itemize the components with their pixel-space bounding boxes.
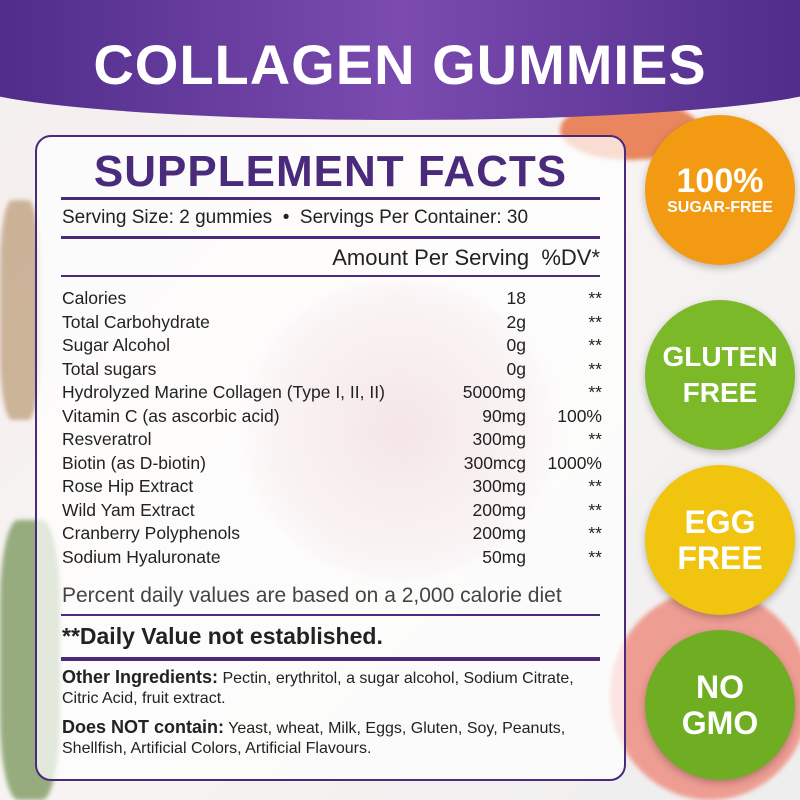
facts-row: Rose Hip Extract 300mg ** <box>62 475 602 499</box>
serving-info: Serving Size: 2 gummies • Servings Per C… <box>62 207 529 228</box>
nutrient-amount: 18 <box>506 288 526 308</box>
badge-line1: NO <box>696 669 744 705</box>
facts-row: Total Carbohydrate 2g ** <box>62 311 602 335</box>
badge-line1: EGG <box>684 504 756 540</box>
nutrient-name: Biotin (as D-biotin) <box>62 452 206 473</box>
badge-line2: FREE <box>677 540 763 576</box>
nutrient-name: Hydrolyzed Marine Collagen (Type I, II, … <box>62 382 385 402</box>
dv-note: **Daily Value not established. <box>62 623 383 649</box>
divider <box>61 614 600 616</box>
percent-note: Percent daily values are based on a 2,00… <box>62 584 562 607</box>
nutrient-name: Total sugars <box>62 358 157 379</box>
nutrient-amount: 200mg <box>472 523 526 543</box>
nutrient-amount: 300mcg <box>463 452 526 473</box>
nutrient-name: Rose Hip Extract <box>62 476 194 496</box>
product-title: COLLAGEN GUMMIES <box>93 33 707 96</box>
nutrient-name: Cranberry Polyphenols <box>62 523 241 543</box>
badge-line1: 100% <box>676 162 764 200</box>
badge-line2: FREE <box>682 377 758 408</box>
divider <box>61 236 600 239</box>
facts-row: Vitamin C (as ascorbic acid) 90mg 100% <box>62 405 602 429</box>
nutrient-dv: ** <box>588 476 602 496</box>
nutrient-dv: ** <box>588 288 602 308</box>
nutrient-dv: ** <box>588 358 602 379</box>
nutrient-name: Wild Yam Extract <box>62 499 195 520</box>
badge-line2: SUGAR-FREE <box>667 199 773 216</box>
nutrient-amount: 300mg <box>472 429 526 449</box>
nutrient-name: Sodium Hyaluronate <box>62 546 221 567</box>
badge-line1: GLUTEN <box>662 341 778 372</box>
amount-header: Amount Per Serving %DV* <box>332 245 600 270</box>
nutrient-dv: ** <box>588 546 602 567</box>
facts-row: Calories 18 ** <box>62 287 602 311</box>
nutrient-dv: ** <box>588 499 602 520</box>
supplement-facts-panel: SUPPLEMENT FACTS Serving Size: 2 gummies… <box>35 135 626 781</box>
divider <box>61 197 600 200</box>
fruit-background <box>0 200 40 420</box>
header-band <box>0 0 800 120</box>
badge-0: 100% SUGAR-FREE <box>645 115 795 265</box>
facts-row: Hydrolyzed Marine Collagen (Type I, II, … <box>62 381 602 405</box>
facts-row: Wild Yam Extract 200mg ** <box>62 499 602 523</box>
other-ingredients: Other Ingredients: Pectin, erythritol, a… <box>62 667 612 759</box>
facts-row: Sodium Hyaluronate 50mg ** <box>62 546 602 570</box>
badge-1: GLUTEN FREE <box>645 300 795 450</box>
nutrient-amount: 300mg <box>472 476 526 496</box>
divider <box>61 657 600 661</box>
facts-heading: SUPPLEMENT FACTS <box>93 147 568 196</box>
facts-row: Cranberry Polyphenols 200mg ** <box>62 522 602 546</box>
nutrient-dv: ** <box>588 335 602 355</box>
nutrient-dv: ** <box>588 382 602 402</box>
nutrient-name: Vitamin C (as ascorbic acid) <box>62 405 280 426</box>
facts-row: Sugar Alcohol 0g ** <box>62 334 602 358</box>
nutrient-name: Calories <box>62 288 127 308</box>
nutrient-amount: 50mg <box>482 546 526 567</box>
nutrient-amount: 0g <box>506 335 526 355</box>
nutrient-name: Total Carbohydrate <box>62 311 210 332</box>
nutrient-amount: 2g <box>506 311 526 332</box>
nutrient-name: Sugar Alcohol <box>62 335 170 355</box>
other-label: Other Ingredients: <box>62 667 219 687</box>
nutrient-dv: 1000% <box>547 452 603 473</box>
nutrient-amount: 0g <box>506 358 526 379</box>
nutrient-amount: 5000mg <box>462 382 526 402</box>
facts-row: Biotin (as D-biotin) 300mcg 1000% <box>62 452 602 476</box>
other-text: Pectin, erythritol, a sugar alcohol, Sod… <box>62 670 574 707</box>
divider <box>61 275 600 277</box>
nutrient-dv: ** <box>588 429 602 449</box>
facts-row: Total sugars 0g ** <box>62 358 602 382</box>
badge-line2: GMO <box>681 705 759 741</box>
nutrient-dv: 100% <box>557 405 602 426</box>
facts-row: Resveratrol 300mg ** <box>62 428 602 452</box>
not-contain-text: Yeast, wheat, Milk, Eggs, Gluten, Soy, P… <box>62 720 566 757</box>
badge-3: NO GMO <box>645 630 795 780</box>
nutrient-name: Resveratrol <box>62 429 152 449</box>
not-contain-label: Does NOT contain: <box>62 717 225 737</box>
nutrient-dv: ** <box>588 311 602 332</box>
facts-table: Calories 18 ** Total Carbohydrate 2g ** Sugar … <box>62 287 602 569</box>
nutrient-dv: ** <box>588 523 602 543</box>
nutrient-amount: 200mg <box>472 499 526 520</box>
badge-2: EGG FREE <box>645 465 795 615</box>
nutrient-amount: 90mg <box>482 405 526 426</box>
